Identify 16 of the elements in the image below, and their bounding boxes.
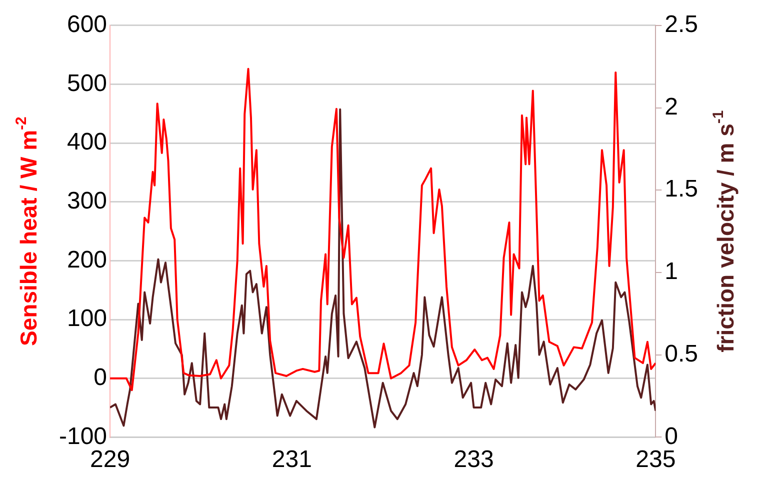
y-tick-label: 500 xyxy=(66,70,108,97)
y2-tick-label: 0.5 xyxy=(664,340,698,368)
y2-tick-label: 2.5 xyxy=(664,11,698,38)
y-tick-label: 600 xyxy=(66,11,108,38)
y-tick-label: 0 xyxy=(94,364,108,391)
y2-tick-label: 2 xyxy=(664,93,678,120)
y-axis-title: Sensible heat / W m-2 xyxy=(13,116,42,346)
y-tick-label: 100 xyxy=(66,305,108,332)
x-tick-label: 231 xyxy=(272,446,312,474)
y-tick-label: 400 xyxy=(66,128,108,156)
x-tick-label: 233 xyxy=(454,446,494,474)
y-tick-label: 200 xyxy=(66,246,108,274)
y2-tick-label: 1 xyxy=(664,258,678,286)
y2-axis-title: friction velocity / m s-1 xyxy=(710,110,738,352)
y-tick-label: 300 xyxy=(66,188,108,215)
y2-tick-label: 1.5 xyxy=(664,176,698,203)
